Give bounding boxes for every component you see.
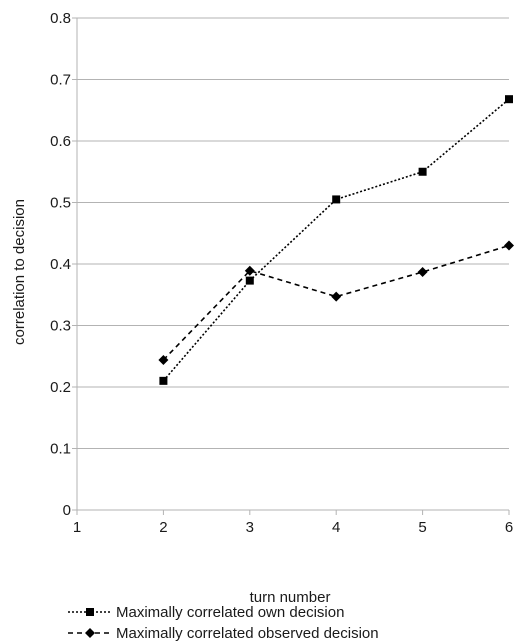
y-tick-label: 0.5: [50, 195, 71, 212]
x-tick-label: 6: [505, 519, 513, 536]
x-tick-label: 5: [418, 519, 426, 536]
x-tick-label: 4: [332, 519, 340, 536]
data-point: [331, 291, 342, 302]
y-tick-label: 0.4: [50, 256, 71, 273]
x-tick-label: 2: [159, 519, 167, 536]
data-point: [418, 167, 427, 176]
grid-lines: [77, 17, 509, 449]
series-line: [162, 98, 510, 382]
series-own-decision: [159, 95, 513, 385]
y-tick-label: 0.7: [50, 72, 71, 89]
legend-marker: [86, 608, 94, 616]
data-point: [332, 195, 341, 204]
data-point: [244, 265, 255, 276]
series-group: [158, 95, 514, 385]
legend-label: Maximally correlated observed decision: [116, 625, 379, 642]
data-point: [504, 240, 514, 251]
y-axis-label: correlation to decision: [11, 199, 28, 345]
y-tick-label: 0.2: [50, 379, 71, 396]
data-point: [245, 276, 254, 285]
series-observed-decision: [158, 240, 514, 365]
legend-marker: [85, 628, 95, 638]
series-line: [162, 244, 510, 361]
y-tick-label: 0: [63, 502, 71, 519]
y-tick-label: 0.1: [50, 441, 71, 458]
data-point: [417, 266, 428, 277]
y-axis-ticks: 0 0.1 0.2 0.3 0.4 0.5 0.6 0.7 0.8: [50, 10, 77, 519]
legend-item: Maximally correlated observed decision: [68, 625, 379, 642]
data-point: [158, 354, 169, 365]
x-axis-ticks: 1 2 3 4 5 6: [73, 510, 513, 536]
y-tick-label: 0.3: [50, 318, 71, 335]
y-tick-label: 0.8: [50, 10, 71, 27]
legend-label: Maximally correlated own decision: [116, 604, 344, 621]
x-tick-label: 1: [73, 519, 81, 536]
x-tick-label: 3: [246, 519, 254, 536]
y-tick-label: 0.6: [50, 133, 71, 150]
legend-item: Maximally correlated own decision: [68, 604, 344, 621]
data-point: [159, 376, 168, 385]
legend: Maximally correlated own decision Maximal…: [68, 604, 379, 642]
data-point: [505, 95, 513, 104]
x-axis-label: turn number: [250, 589, 331, 606]
